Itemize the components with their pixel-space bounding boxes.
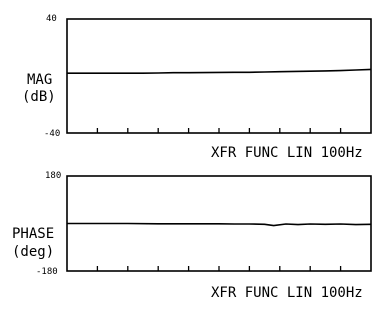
magnitude-x-ticks (96, 128, 342, 133)
magnitude-ytick-top: 40 (46, 14, 57, 24)
magnitude-ylabel-line2: (dB) (22, 89, 56, 105)
phase-ytick-top: 180 (45, 171, 61, 181)
phase-panel: 180 -180 PHASE (deg) XFR FUNC LIN 100Hz (12, 171, 372, 301)
magnitude-xlabel: XFR FUNC LIN 100Hz (211, 145, 363, 161)
phase-ytick-bottom: -180 (36, 267, 58, 277)
magnitude-ytick-bottom: -40 (44, 129, 60, 139)
magnitude-ylabel-line1: MAG (27, 72, 52, 88)
phase-ylabel-line1: PHASE (12, 226, 54, 242)
magnitude-series-line (67, 68, 372, 74)
magnitude-plot-frame (66, 18, 372, 134)
phase-x-ticks (96, 266, 342, 271)
magnitude-panel: 40 -40 MAG (dB) XFR FUNC LIN 100Hz (22, 14, 372, 161)
phase-series-line (67, 222, 372, 227)
phase-ylabel-line2: (deg) (12, 244, 54, 260)
phase-xlabel: XFR FUNC LIN 100Hz (211, 285, 363, 301)
